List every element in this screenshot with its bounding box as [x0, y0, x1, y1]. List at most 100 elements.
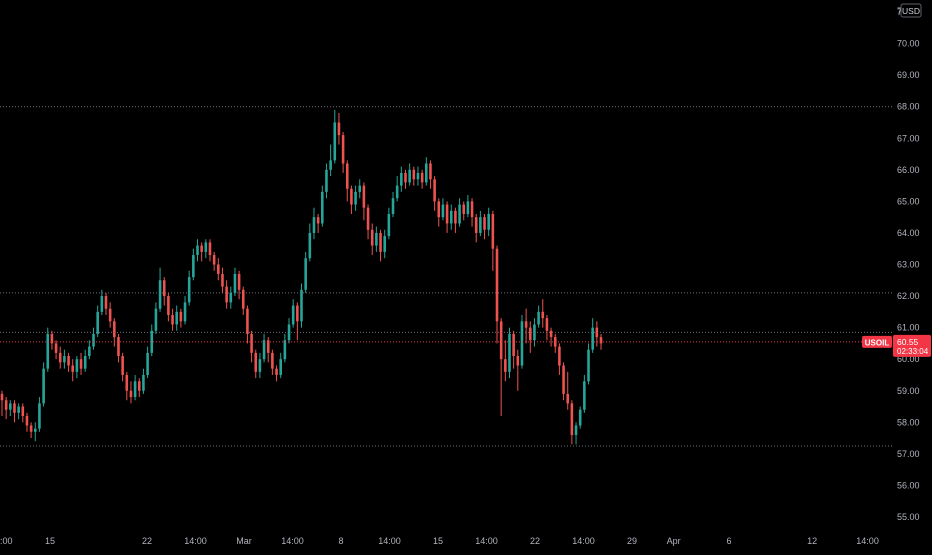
candle[interactable]: [300, 283, 303, 327]
candle-body: [84, 356, 87, 369]
y-tick-label: 61.00: [897, 323, 920, 333]
candle-body: [113, 321, 116, 337]
candle-body: [496, 249, 499, 322]
x-tick-label: 15: [45, 536, 55, 546]
x-tick-label-partial: :00: [0, 536, 13, 546]
candle-body: [454, 211, 457, 224]
candle-body: [71, 366, 74, 372]
y-tick-label: 69.00: [897, 70, 920, 80]
candle-body: [254, 353, 257, 372]
candle-body: [587, 350, 590, 382]
candle-body: [383, 236, 386, 252]
candle-body: [26, 416, 29, 425]
candle-body: [562, 366, 565, 394]
current-price-tag: 60.5502:33:04: [893, 335, 931, 357]
y-tick-label: 66.00: [897, 165, 920, 175]
candle-body: [313, 217, 316, 233]
candle-body: [96, 312, 99, 334]
symbol-label: USOIL: [865, 338, 890, 347]
candle-body: [579, 410, 582, 426]
candle-body: [105, 296, 108, 309]
candle-body: [217, 265, 220, 274]
candle-body: [46, 334, 49, 369]
candle-body: [225, 287, 228, 303]
candle[interactable]: [508, 328, 511, 379]
y-tick-label: 70.00: [897, 39, 920, 49]
candle[interactable]: [42, 362, 45, 406]
candle-body: [367, 208, 370, 230]
candle-body: [525, 321, 528, 327]
x-tick-label: Mar: [236, 536, 252, 546]
x-tick-label: Apr: [667, 536, 681, 546]
candle-body: [375, 233, 378, 246]
candle-body: [396, 186, 399, 199]
candle-body: [508, 334, 511, 372]
candle-body: [437, 201, 440, 217]
candle-body: [300, 290, 303, 322]
candle-body: [159, 280, 162, 308]
x-tick-label: 14:00: [184, 536, 207, 546]
candle-body: [188, 277, 191, 302]
candle-body: [492, 214, 495, 249]
x-tick-label: 14:00: [475, 536, 498, 546]
candle-body: [38, 403, 41, 428]
candle-body: [521, 321, 524, 365]
candle-body: [101, 296, 104, 312]
candle-body: [537, 312, 540, 325]
candle-body: [413, 170, 416, 179]
candle-body: [13, 403, 16, 412]
x-tick-label: 6: [726, 536, 731, 546]
candle-body: [200, 246, 203, 252]
candle-body: [117, 337, 120, 356]
x-tick-label: 22: [530, 536, 540, 546]
candle-body: [354, 192, 357, 205]
candle-body: [404, 173, 407, 182]
y-tick-label: 68.00: [897, 102, 920, 112]
candle-body: [400, 173, 403, 186]
candle-body: [63, 356, 66, 362]
candle-body: [155, 309, 158, 331]
candle-body: [184, 302, 187, 321]
candle-body: [446, 205, 449, 224]
candle-body: [309, 233, 312, 258]
candle-body: [471, 201, 474, 217]
candle-body: [130, 391, 133, 397]
candle-body: [292, 306, 295, 325]
currency-badge[interactable]: USD: [901, 4, 921, 17]
candle[interactable]: [579, 407, 582, 429]
candle-body: [279, 359, 282, 375]
candle-body: [321, 192, 324, 224]
candle-body: [450, 211, 453, 224]
symbol-tag[interactable]: USOIL: [862, 336, 892, 348]
candle-body: [550, 331, 553, 337]
candle-body: [517, 356, 520, 365]
candle-body: [363, 186, 366, 208]
candle-body: [483, 217, 486, 230]
candle-body: [296, 306, 299, 322]
candle-body: [134, 381, 137, 397]
candle-body: [458, 205, 461, 224]
candle-body: [329, 160, 332, 169]
candle-body: [121, 356, 124, 375]
candle-body: [205, 242, 208, 251]
candle-body: [479, 217, 482, 233]
candle-body: [92, 334, 95, 347]
candle-body: [5, 400, 8, 409]
candle-body: [175, 312, 178, 325]
candle-body: [213, 255, 216, 264]
candle-body: [146, 353, 149, 375]
candle-body: [350, 189, 353, 205]
y-tick-label: 57.00: [897, 449, 920, 459]
candle-body: [229, 293, 232, 302]
candle-body: [304, 258, 307, 290]
candle-body: [263, 340, 266, 359]
candle-body: [408, 170, 411, 183]
candle-body: [288, 324, 291, 340]
candle[interactable]: [46, 328, 49, 372]
candle-body: [467, 201, 470, 214]
candle-body: [325, 170, 328, 192]
candle-body: [17, 407, 20, 413]
candle-body: [171, 315, 174, 324]
